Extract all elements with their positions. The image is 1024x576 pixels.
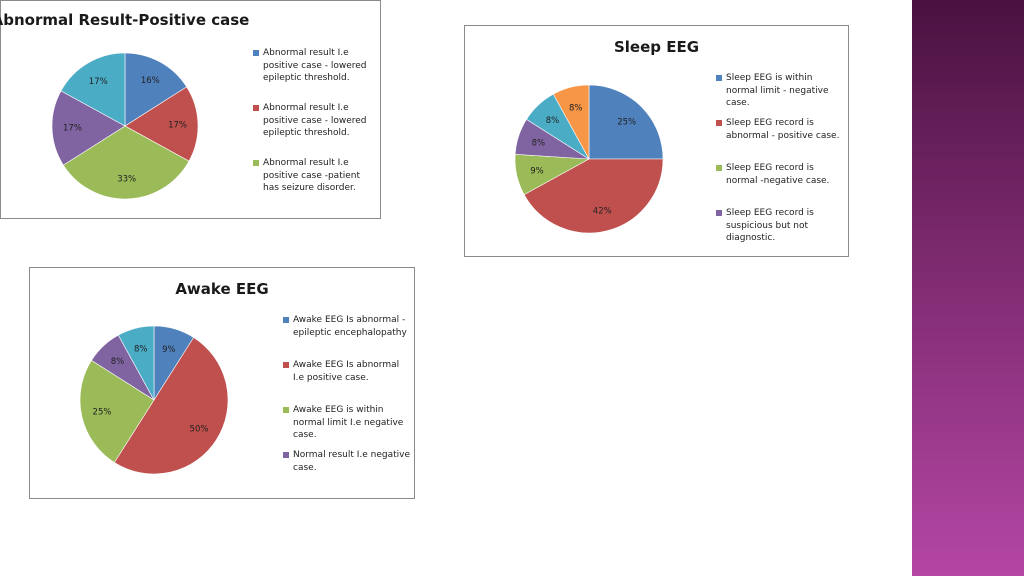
- legend-swatch: [253, 50, 259, 56]
- legend-swatch: [716, 165, 722, 171]
- data-label: 17%: [63, 124, 82, 134]
- legend-swatch: [283, 407, 289, 413]
- pie-slice-1: [588, 84, 664, 160]
- chart-abnormal-result: Abnormal Result-Positive case 16% 17% 33% 1…: [0, 0, 381, 219]
- chart-title: Abnormal Result-Positive case: [0, 11, 250, 29]
- legend-label: Awake EEG Is abnormal - epileptic enceph…: [293, 315, 407, 338]
- pie-slice-6: [552, 84, 590, 160]
- pie-chart: 16% 17% 33% 17% 17%: [51, 52, 199, 200]
- pie-slice-3: [62, 125, 190, 200]
- data-label: 17%: [168, 120, 187, 130]
- pie-chart: 25% 42% 9% 8% 8% 8%: [514, 84, 664, 234]
- legend-label: Abnormal result I.e positive case -patie…: [263, 158, 360, 193]
- legend-label: Sleep EEG record is suspicious but not d…: [726, 208, 814, 243]
- legend-swatch: [716, 210, 722, 216]
- legend-label: Sleep EEG record is abnormal - positive …: [726, 118, 840, 141]
- chart-title: Sleep EEG: [613, 38, 700, 56]
- pie-slice-1: [124, 52, 188, 127]
- data-label: 8%: [134, 344, 148, 354]
- pie-slice-5: [60, 52, 126, 127]
- pie-slice-2: [523, 158, 664, 234]
- legend-swatch: [716, 120, 722, 126]
- data-label: 8%: [532, 139, 546, 149]
- pie-slice-5: [117, 325, 155, 401]
- pie-slice-2: [113, 337, 229, 475]
- decorative-sidebar: [912, 0, 1024, 576]
- data-label: 25%: [617, 117, 636, 127]
- data-label: 33%: [117, 175, 136, 185]
- legend-swatch: [283, 362, 289, 368]
- data-label: 9%: [530, 167, 544, 177]
- legend-swatch: [283, 452, 289, 458]
- legend-label: Abnormal result I.e positive case - lowe…: [263, 103, 367, 138]
- legend-swatch: [253, 160, 259, 166]
- data-label: 16%: [141, 76, 160, 86]
- data-label: 8%: [546, 116, 560, 126]
- pie-chart: 9% 50% 25% 8% 8%: [79, 325, 229, 475]
- legend-label: Abnormal result I.e positive case - lowe…: [263, 48, 367, 83]
- legend-label: Normal result I.e negative case.: [293, 450, 411, 473]
- legend-swatch: [253, 105, 259, 111]
- chart-title: Awake EEG: [175, 280, 269, 298]
- data-label: 8%: [111, 357, 125, 367]
- data-label: 42%: [593, 207, 612, 217]
- pie-slice-2: [124, 86, 199, 162]
- legend-label: Awake EEG Is abnormal I.e positive case.: [293, 360, 400, 383]
- legend-label: Sleep EEG is within normal limit - negat…: [726, 73, 829, 108]
- data-label: 9%: [162, 345, 176, 355]
- data-label: 17%: [89, 77, 108, 87]
- legend-swatch: [283, 317, 289, 323]
- legend-swatch: [716, 75, 722, 81]
- data-label: 8%: [569, 103, 583, 113]
- data-label: 50%: [190, 425, 209, 435]
- pie-slice-3: [79, 359, 155, 463]
- legend-label: Awake EEG is within normal limit I.e neg…: [293, 405, 404, 440]
- chart-sleep-eeg: Sleep EEG 25% 42% 9% 8% 8% 8% Sleep EEG is wi…: [464, 25, 849, 257]
- legend-label: Sleep EEG record is normal -negative cas…: [726, 163, 830, 186]
- chart-awake-eeg: Awake EEG 9% 50% 25% 8% 8% Awake EEG Is abno…: [29, 267, 415, 499]
- data-label: 25%: [93, 408, 112, 418]
- pie-slice-4: [51, 90, 126, 166]
